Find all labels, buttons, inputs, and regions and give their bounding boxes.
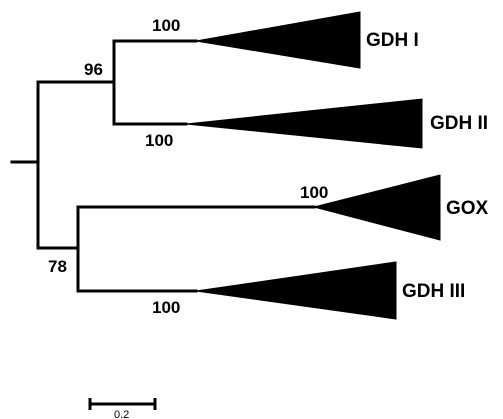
gdh-i-clade-triangle (195, 11, 361, 69)
support-value-gox: 100 (300, 183, 328, 202)
clade-label-gdh-ii: GDH II (430, 113, 488, 134)
clade-label-gox: GOX (446, 198, 489, 219)
support-value-gdh-i-ii-node: 96 (84, 60, 103, 79)
scale-bar: 0.2 (88, 398, 157, 419)
scale-bar-label: 0.2 (114, 409, 129, 419)
support-value-gox-gdh-iii-node: 78 (48, 257, 67, 276)
gdh-iii-clade-triangle (195, 261, 397, 320)
gox-clade-triangle (313, 174, 441, 241)
gdh-ii-clade-triangle (185, 98, 423, 149)
support-value-gdh-ii: 100 (145, 131, 173, 150)
support-value-gdh-iii: 100 (152, 298, 180, 317)
clade-label-gdh-iii: GDH III (402, 281, 465, 302)
support-value-gdh-i: 100 (152, 16, 180, 35)
clade-label-gdh-i: GDH I (366, 30, 419, 51)
